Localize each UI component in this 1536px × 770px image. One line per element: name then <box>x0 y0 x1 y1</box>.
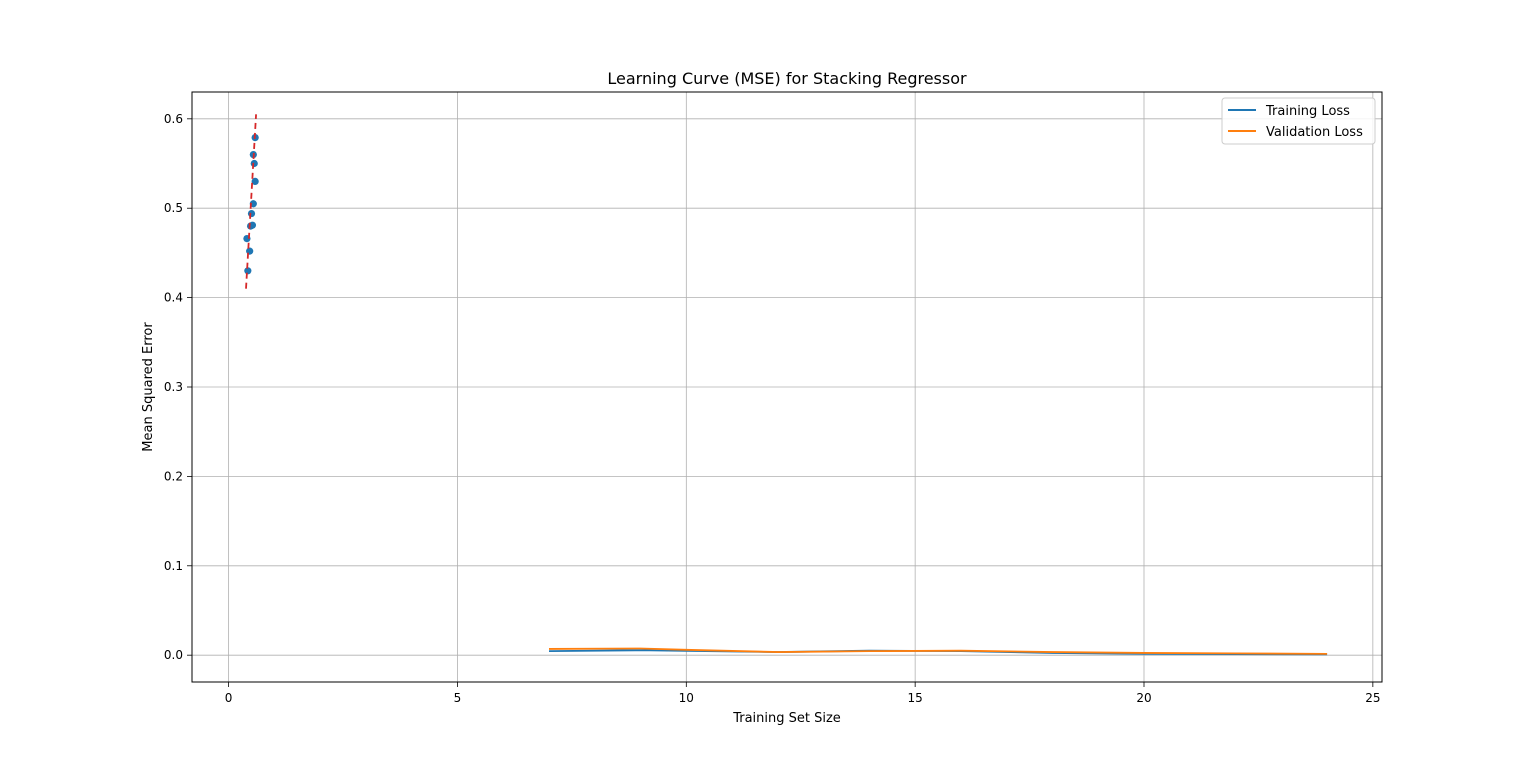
x-axis-label: Training Set Size <box>732 711 841 726</box>
plot-layer <box>243 114 1328 656</box>
chart-title: Learning Curve (MSE) for Stacking Regres… <box>607 69 967 88</box>
x-tick-label: 25 <box>1365 691 1380 705</box>
y-tick-label: 0.5 <box>164 201 183 215</box>
x-tick-label: 10 <box>679 691 694 705</box>
legend: Training Loss Validation Loss <box>1221 97 1376 145</box>
y-tick-label: 0.1 <box>164 559 183 573</box>
validation-loss-line <box>548 647 1328 655</box>
grid-layer <box>192 92 1382 682</box>
scatter-point <box>244 267 252 275</box>
x-tick-label: 20 <box>1136 691 1151 705</box>
scatter-point <box>247 209 256 218</box>
y-tick-label: 0.4 <box>164 291 183 305</box>
trend-line <box>245 114 257 289</box>
x-tick-label: 0 <box>225 691 233 705</box>
scatter-point <box>250 159 258 168</box>
y-tick-label: 0.3 <box>164 380 183 394</box>
y-tick-label: 0.0 <box>164 648 183 662</box>
y-tick-label: 0.6 <box>164 112 183 126</box>
x-tick-label: 5 <box>454 691 462 705</box>
legend-box <box>1221 97 1376 145</box>
scatter-point <box>251 177 259 185</box>
y-tick-label: 0.2 <box>164 469 183 483</box>
legend-label: Validation Loss <box>1266 125 1363 140</box>
tick-layer: 0 5 10 15 20 25 0.0 0.1 0.2 0.3 0.4 0.5 0.6 <box>164 112 1381 705</box>
x-tick-label: 15 <box>908 691 923 705</box>
y-axis-label: Mean Squared Error <box>141 322 156 452</box>
legend-label: Training Loss <box>1265 104 1350 119</box>
